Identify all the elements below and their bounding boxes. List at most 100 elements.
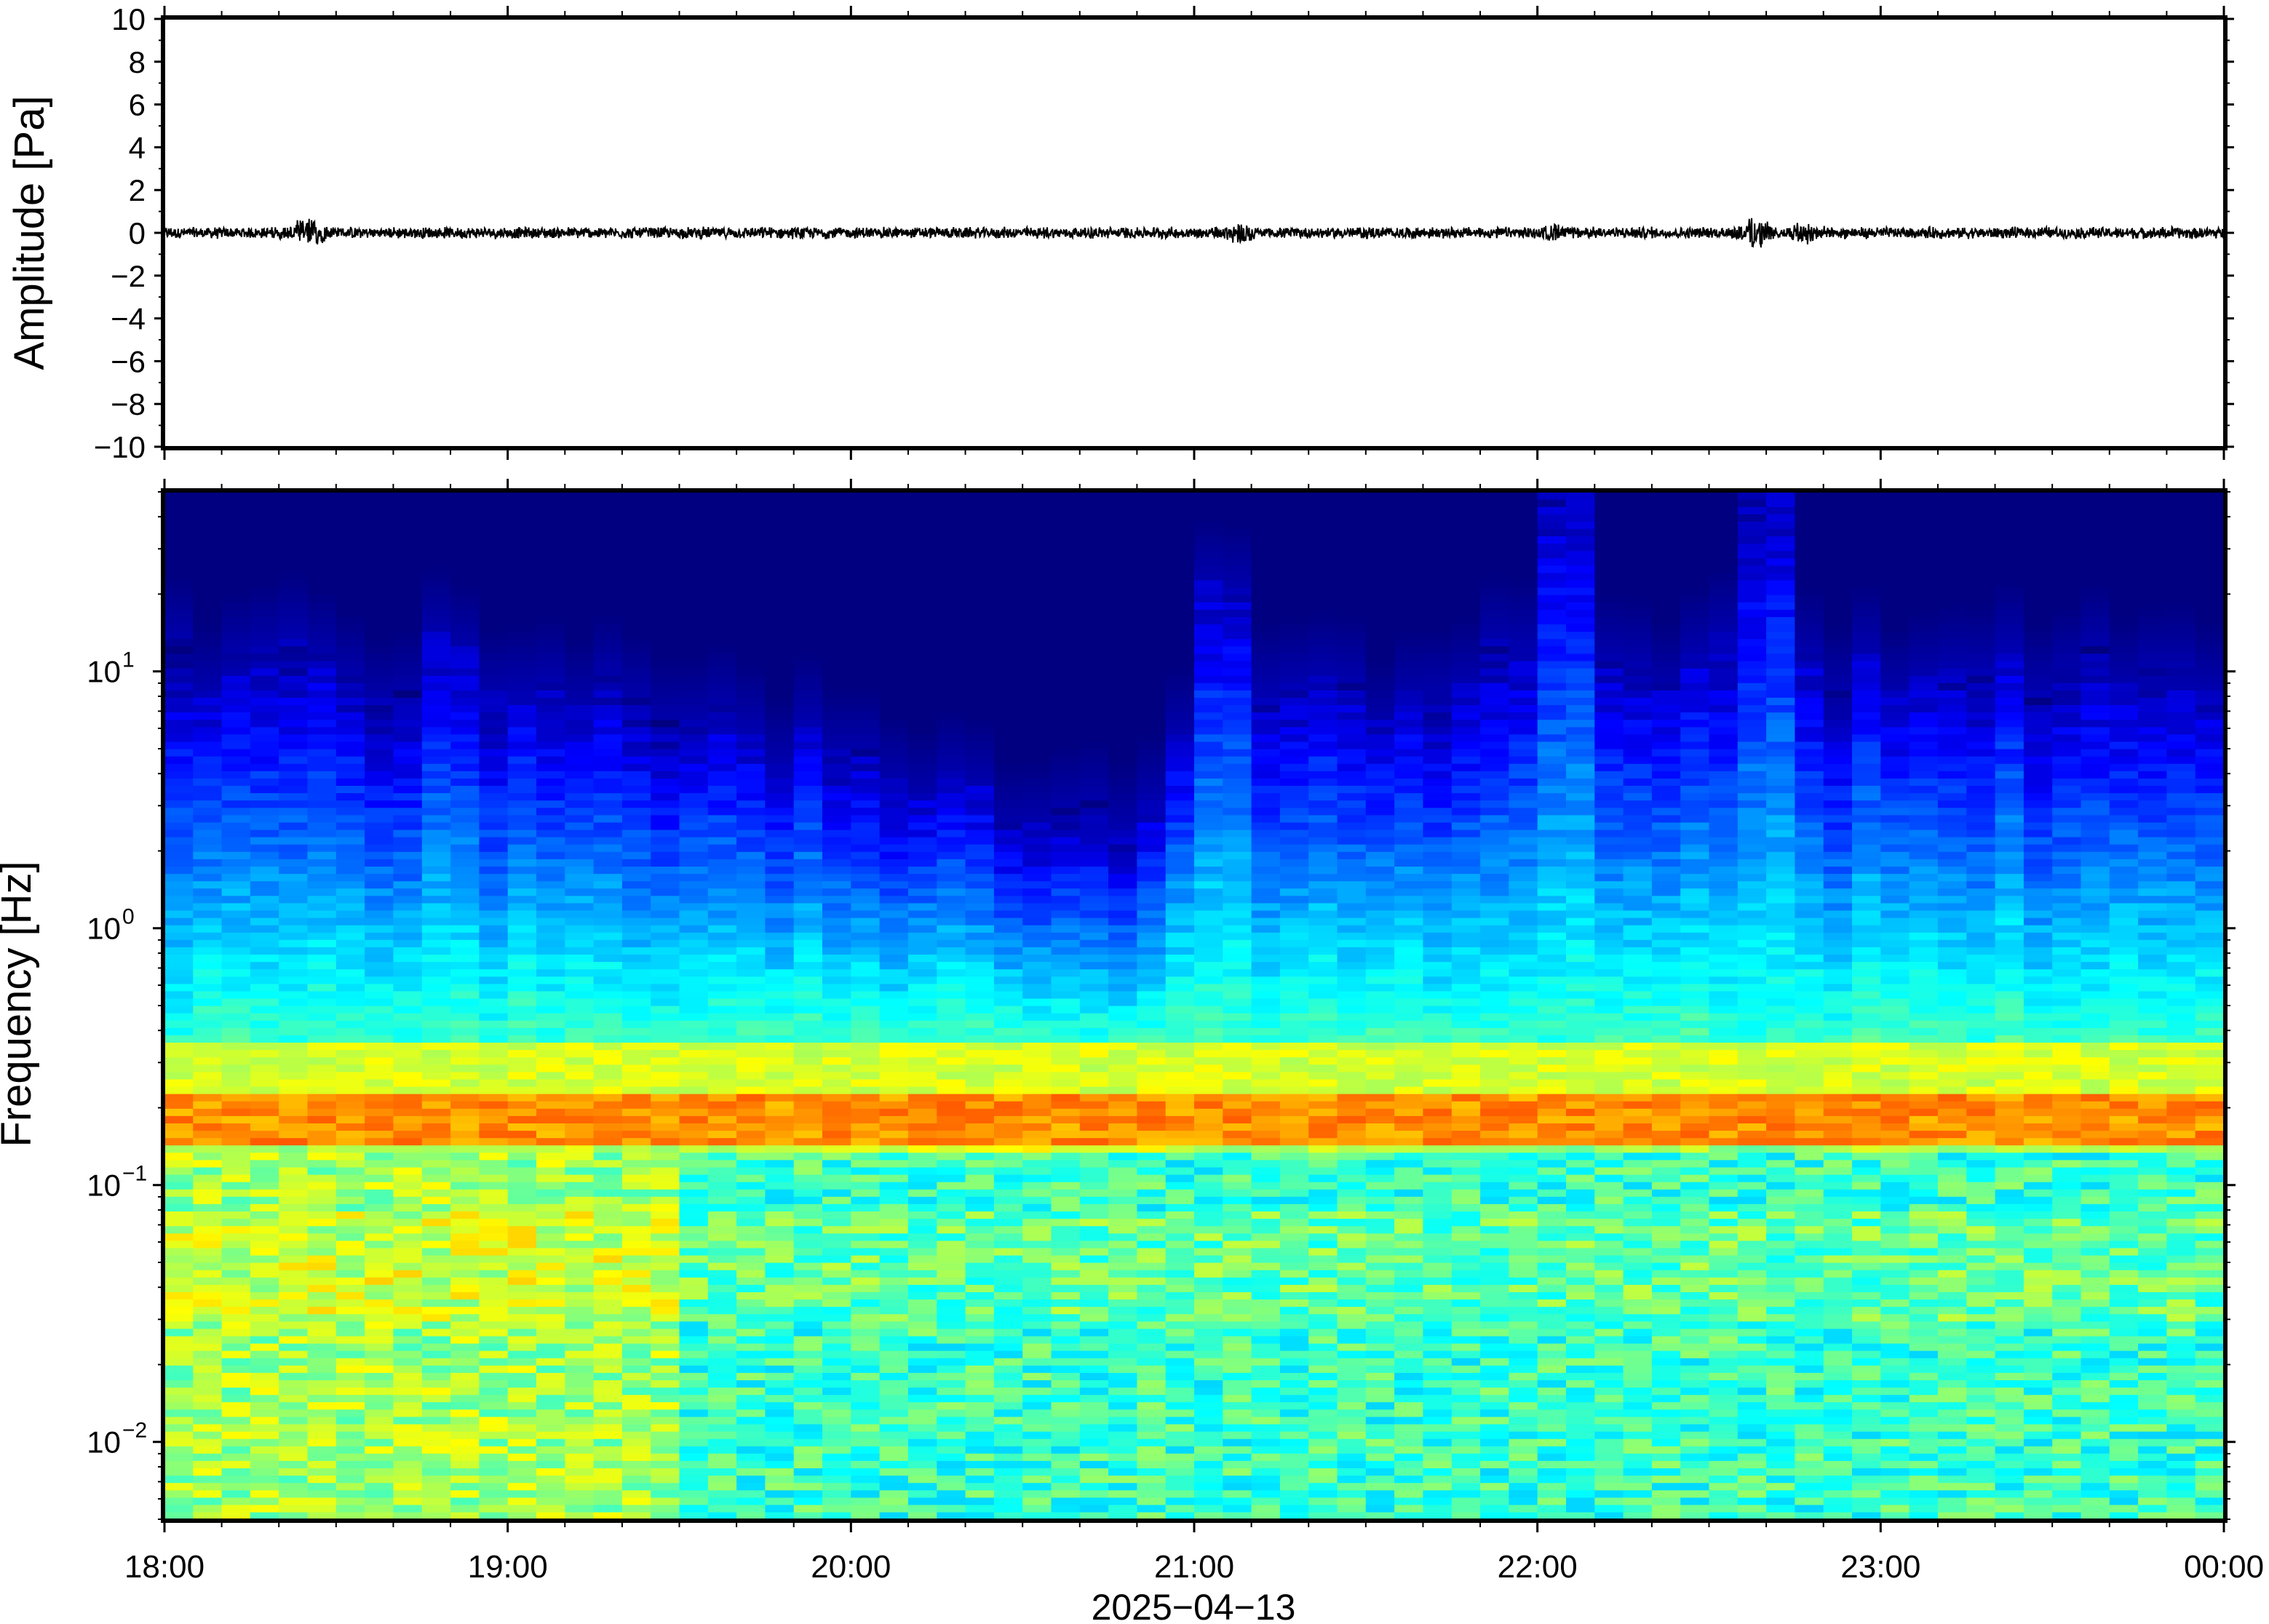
spectrogram-cell xyxy=(393,1423,423,1432)
spectrogram-cell xyxy=(307,918,337,926)
spectrogram-cell xyxy=(565,1130,595,1139)
spectrogram-cell xyxy=(707,1166,737,1175)
spectrogram-cell xyxy=(851,1313,881,1322)
spectrogram-cell xyxy=(993,807,1023,816)
spectrogram-cell xyxy=(621,968,651,977)
spectrogram-cell xyxy=(707,1240,737,1249)
spectrogram-cell xyxy=(651,1460,680,1468)
spectrogram-cell xyxy=(593,1174,623,1182)
spectrogram-cell xyxy=(1051,785,1081,794)
spectrogram-cell xyxy=(421,888,451,896)
spectrogram-cell xyxy=(221,792,251,801)
spectrogram-cell xyxy=(450,976,480,984)
spectrogram-cell xyxy=(937,726,966,735)
spectrogram-cell xyxy=(907,1475,937,1484)
spectrogram-cell xyxy=(1022,1174,1052,1182)
spectrogram-cell xyxy=(937,1394,966,1403)
spectrogram-cell xyxy=(221,580,251,588)
spectrogram-cell xyxy=(393,1489,423,1498)
spectrogram-cell xyxy=(965,506,995,514)
spectrogram-cell xyxy=(536,1137,565,1146)
spectrogram-cell xyxy=(193,829,223,837)
spectrogram-cell xyxy=(851,1101,881,1109)
spectrogram-cell xyxy=(393,661,423,669)
spectrogram-cell xyxy=(707,800,737,808)
spectrogram-cell xyxy=(851,1020,881,1028)
spectrogram-cell xyxy=(479,1145,509,1153)
spectrogram-cell xyxy=(1137,909,1167,918)
spectrogram-cell xyxy=(822,1203,851,1211)
spectrogram-cell xyxy=(279,1475,309,1484)
spectrogram-cell xyxy=(507,1078,537,1087)
spectrogram-cell xyxy=(393,1056,423,1065)
spectrogram-cell xyxy=(907,888,937,896)
spectrogram-cell xyxy=(307,645,337,654)
spectrogram-cell xyxy=(879,492,909,500)
spectrogram-cell xyxy=(250,550,279,559)
spectrogram-cell xyxy=(879,675,909,683)
spectrogram-cell xyxy=(621,1006,651,1014)
spectrogram-cell xyxy=(993,778,1023,786)
spectrogram-cell xyxy=(765,947,795,955)
spectrogram-cell xyxy=(250,902,279,911)
spectrogram-cell xyxy=(393,1511,423,1519)
spectrogram-cell xyxy=(565,976,595,984)
spectrogram-cell xyxy=(479,939,509,947)
spectrogram-cell xyxy=(965,1358,995,1366)
spectrogram-cell xyxy=(907,1182,937,1190)
spectrogram-cell xyxy=(1051,1233,1081,1241)
spectrogram-cell xyxy=(937,785,966,794)
spectrogram-cell xyxy=(1051,557,1081,566)
spectrogram-cell xyxy=(937,918,966,926)
spectrogram-cell xyxy=(221,638,251,647)
spectrogram-cell xyxy=(221,719,251,728)
spectrogram-cell xyxy=(193,543,223,552)
spectrogram-cell xyxy=(937,712,966,720)
spectrogram-cell xyxy=(164,1482,194,1491)
spectrogram-cell xyxy=(965,543,995,552)
spectrogram-cell xyxy=(393,1182,423,1190)
spectrogram-cell xyxy=(937,821,966,830)
spectrogram-cell xyxy=(335,690,365,698)
spectrogram-cell xyxy=(250,1416,279,1425)
spectrogram-cell xyxy=(507,1240,537,1249)
spectrogram-cell xyxy=(1108,1174,1137,1182)
spectrogram-cell xyxy=(565,880,595,889)
spectrogram-cell xyxy=(879,939,909,947)
spectrogram-cell xyxy=(250,697,279,706)
spectrogram-cell xyxy=(593,668,623,676)
spectrogram-cell xyxy=(1079,645,1109,654)
spectrogram-cell xyxy=(651,756,680,764)
spectrogram-cell xyxy=(279,1218,309,1227)
spectrogram-cell xyxy=(421,602,451,610)
spectrogram-cell xyxy=(221,1409,251,1417)
spectrogram-cell xyxy=(651,1270,680,1278)
spectrogram-cell xyxy=(450,1497,480,1505)
spectrogram-cell xyxy=(707,521,737,529)
spectrogram-cell xyxy=(393,800,423,808)
spectrogram-cell xyxy=(937,814,966,823)
spectrogram-cell xyxy=(536,771,565,779)
spectrogram-cell xyxy=(736,844,766,852)
spectrogram-cell xyxy=(250,1446,279,1454)
spectrogram-cell xyxy=(679,1380,709,1388)
spectrogram-cell xyxy=(621,1394,651,1403)
spectrogram-cell xyxy=(621,1291,651,1299)
spectrogram-cell xyxy=(793,1196,823,1204)
spectrogram-cell xyxy=(822,1423,851,1432)
spectrogram-cell xyxy=(736,932,766,940)
spectrogram-cell xyxy=(193,1218,223,1227)
spectrogram-cell xyxy=(736,638,766,647)
spectrogram-cell xyxy=(937,631,966,640)
spectrogram-cell xyxy=(822,771,851,779)
spectrogram-cell xyxy=(679,624,709,632)
spectrogram-cell xyxy=(250,844,279,852)
spectrogram-cell xyxy=(421,528,451,537)
spectrogram-cell xyxy=(164,1446,194,1454)
spectrogram-cell xyxy=(221,1152,251,1161)
spectrogram-cell xyxy=(1079,1056,1109,1065)
spectrogram-cell xyxy=(736,1262,766,1270)
spectrogram-cell xyxy=(393,1027,423,1035)
spectrogram-cell xyxy=(793,880,823,889)
spectrogram-cell xyxy=(879,1166,909,1175)
